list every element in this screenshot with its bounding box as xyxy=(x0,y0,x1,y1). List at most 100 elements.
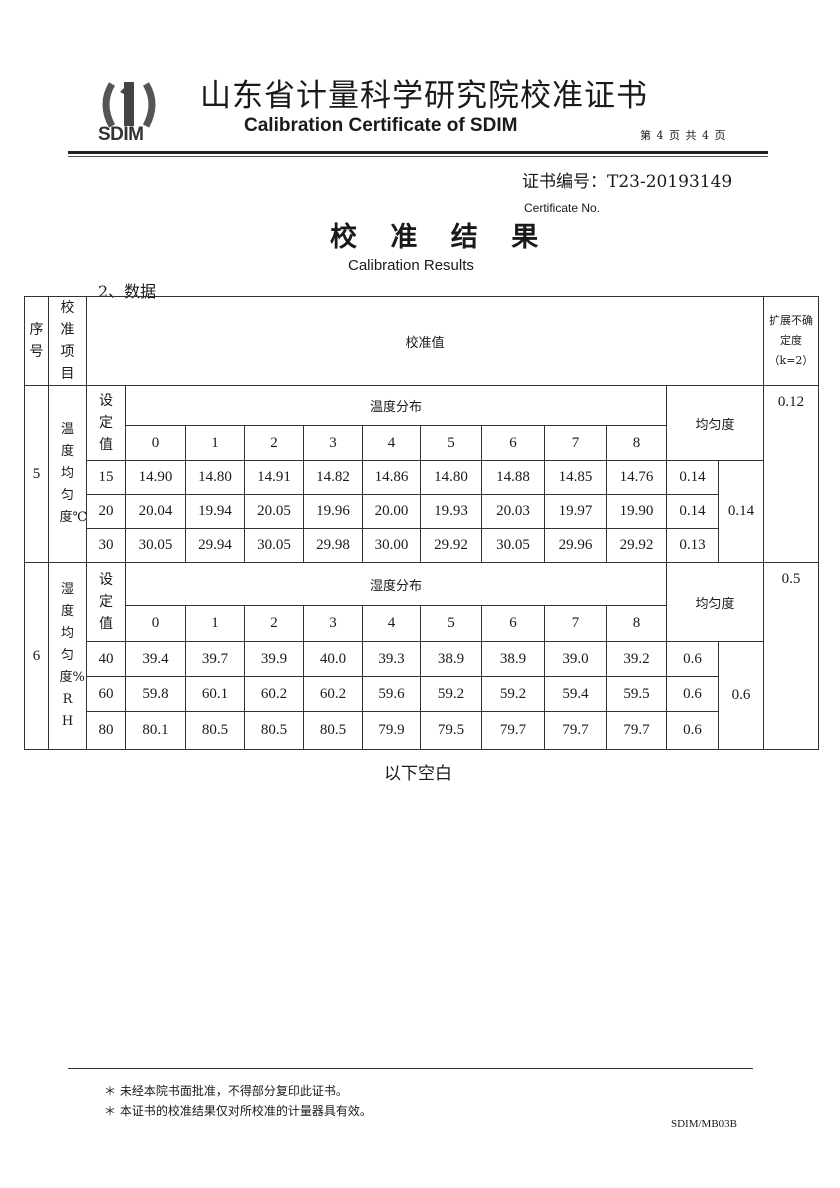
distribution-header: 温度分布 xyxy=(125,385,667,426)
value-cell: 79.9 xyxy=(362,711,421,750)
value-cell: 80.5 xyxy=(303,711,363,750)
footnote-2: ＊ 本证书的校准结果仅对所校准的计量器具有效。 xyxy=(104,1104,372,1118)
page-info: 第 4 页 共 4 页 xyxy=(640,129,727,142)
setpoint-label: 设定值 xyxy=(99,393,113,453)
setpoint-cell: 40 xyxy=(86,641,126,677)
value-cell: 30.05 xyxy=(125,528,186,563)
footer-rule xyxy=(68,1068,753,1069)
value-cell: 60.1 xyxy=(185,676,245,712)
value-cell: 80.5 xyxy=(244,711,304,750)
calibration-table: 序号 校准项目 校准值 扩展不确定度（k=2） 5 温度均匀度℃ 设定值 温度分布 均匀… xyxy=(24,296,819,750)
setpoint-cell: 80 xyxy=(86,711,126,750)
seq-cell: 5 xyxy=(24,385,49,563)
row-uniformity-cell: 0.6 xyxy=(666,676,719,712)
seq-cell: 6 xyxy=(24,562,49,750)
certificate-number-label-en: Certificate No. xyxy=(524,201,601,215)
distribution-header: 湿度分布 xyxy=(125,562,667,606)
item-label: 温度均匀度℃ xyxy=(59,422,88,525)
value-cell: 29.98 xyxy=(303,528,363,563)
value-cell: 14.82 xyxy=(303,460,363,495)
value-cell: 39.2 xyxy=(606,641,667,677)
value-cell: 40.0 xyxy=(303,641,363,677)
value-cell: 19.97 xyxy=(544,494,607,529)
group-header-row: 6 湿度均匀度%RH 设定值 湿度分布 均匀度 0.5 xyxy=(24,562,819,750)
value-cell: 30.05 xyxy=(481,528,545,563)
table-row: 80 80.1 80.5 80.5 80.5 79.9 79.5 79.7 79.7 79.7 0.… xyxy=(25,711,819,750)
value-cell: 14.76 xyxy=(606,460,667,495)
value-cell: 38.9 xyxy=(420,641,482,677)
value-cell: 19.96 xyxy=(303,494,363,529)
table-row: 60 59.8 60.1 60.2 60.2 59.6 59.2 59.2 59.4 59.5 0.… xyxy=(25,676,819,712)
institute-title-en: Calibration Certificate of SDIM xyxy=(244,115,518,136)
point-header: 1 xyxy=(185,425,245,461)
point-header: 5 xyxy=(420,425,482,461)
setpoint-header: 设定值 xyxy=(86,562,126,642)
value-cell: 59.2 xyxy=(420,676,482,712)
value-cell: 59.8 xyxy=(125,676,186,712)
value-cell: 60.2 xyxy=(244,676,304,712)
value-cell: 14.88 xyxy=(481,460,545,495)
value-cell: 29.94 xyxy=(185,528,245,563)
value-cell: 29.92 xyxy=(420,528,482,563)
row-uniformity-cell: 0.14 xyxy=(666,460,719,495)
point-header: 1 xyxy=(185,605,245,642)
value-cell: 59.6 xyxy=(362,676,421,712)
header-value: 校准值 xyxy=(86,296,764,386)
results-title-en: Calibration Results xyxy=(348,257,474,274)
value-cell: 14.91 xyxy=(244,460,304,495)
header-item: 校准项目 xyxy=(48,296,87,386)
point-header: 6 xyxy=(481,605,545,642)
footnote-1: ＊ 未经本院书面批准，不得部分复印此证书。 xyxy=(104,1084,348,1098)
overall-uniformity-cell: 0.14 xyxy=(718,460,764,563)
value-cell: 30.00 xyxy=(362,528,421,563)
setpoint-header: 设定值 xyxy=(86,385,126,461)
header-seq: 序号 xyxy=(24,296,49,386)
point-header: 5 xyxy=(420,605,482,642)
value-cell: 79.7 xyxy=(544,711,607,750)
value-cell: 79.7 xyxy=(606,711,667,750)
setpoint-cell: 60 xyxy=(86,676,126,712)
setpoint-cell: 20 xyxy=(86,494,126,529)
value-cell: 60.2 xyxy=(303,676,363,712)
value-cell: 14.86 xyxy=(362,460,421,495)
row-uniformity-cell: 0.6 xyxy=(666,641,719,677)
table-row: 20 20.04 19.94 20.05 19.96 20.00 19.93 20.03 19.… xyxy=(25,494,819,529)
value-cell: 14.85 xyxy=(544,460,607,495)
point-header: 0 xyxy=(125,425,186,461)
value-cell: 59.5 xyxy=(606,676,667,712)
table-row: 30 30.05 29.94 30.05 29.98 30.00 29.92 30.05 29.… xyxy=(25,528,819,563)
uniformity-header: 均匀度 xyxy=(666,385,764,461)
value-cell: 29.92 xyxy=(606,528,667,563)
certificate-number: 证书编号：T23-20193149 xyxy=(522,172,733,192)
uncertainty-cell: 0.5 xyxy=(763,562,819,750)
point-header: 8 xyxy=(606,605,667,642)
header-rule-thin xyxy=(68,156,768,157)
value-cell: 19.93 xyxy=(420,494,482,529)
uniformity-header: 均匀度 xyxy=(666,562,764,642)
value-cell: 19.94 xyxy=(185,494,245,529)
value-cell: 80.1 xyxy=(125,711,186,750)
setpoint-cell: 15 xyxy=(86,460,126,495)
value-cell: 20.04 xyxy=(125,494,186,529)
table-row: 40 39.4 39.7 39.9 40.0 39.3 38.9 38.9 39.0 39.2 0.… xyxy=(25,641,819,750)
point-header: 8 xyxy=(606,425,667,461)
row-uniformity-cell: 0.14 xyxy=(666,494,719,529)
value-cell: 59.2 xyxy=(481,676,545,712)
row-uniformity-cell: 0.6 xyxy=(666,711,719,750)
point-header: 7 xyxy=(544,605,607,642)
point-header: 4 xyxy=(362,425,421,461)
end-note: 以下空白 xyxy=(384,764,452,784)
form-code: SDIM/MB03B xyxy=(671,1118,738,1130)
item-cell: 温度均匀度℃ xyxy=(48,385,88,563)
value-cell: 14.80 xyxy=(185,460,245,495)
value-cell: 20.00 xyxy=(362,494,421,529)
value-cell: 30.05 xyxy=(244,528,304,563)
point-header: 7 xyxy=(544,425,607,461)
institute-title-cn: 山东省计量科学研究院校准证书 xyxy=(200,78,648,114)
item-label: 湿度均匀度%RH xyxy=(59,582,85,729)
row-uniformity-cell: 0.13 xyxy=(666,528,719,563)
group-header-row: 5 温度均匀度℃ 设定值 温度分布 均匀度 0.12 xyxy=(24,385,819,563)
setpoint-label: 设定值 xyxy=(99,572,113,632)
point-header: 2 xyxy=(244,425,304,461)
point-header: 3 xyxy=(303,605,363,642)
